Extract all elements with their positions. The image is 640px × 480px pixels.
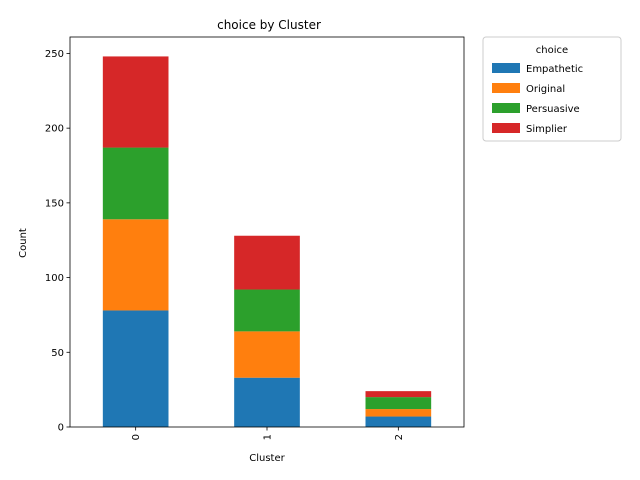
legend-label-simplier: Simplier	[526, 124, 568, 135]
legend-swatch-empathetic	[492, 63, 520, 73]
bar-empathetic-cluster-1	[234, 377, 300, 427]
y-tick-label: 100	[45, 273, 64, 284]
legend-title: choice	[536, 45, 568, 56]
bar-simplier-cluster-0	[102, 56, 169, 148]
y-tick-label: 0	[58, 423, 64, 434]
x-axis: 0 1 2	[131, 427, 405, 440]
y-tick-label: 200	[45, 124, 64, 135]
bar-persuasive-cluster-2	[365, 397, 432, 410]
legend-swatch-persuasive	[492, 103, 520, 113]
bar-empathetic-cluster-0	[102, 310, 169, 427]
x-tick-label: 0	[131, 434, 142, 440]
x-axis-title: Cluster	[249, 453, 285, 464]
bar-original-cluster-0	[102, 219, 169, 311]
x-tick-label: 1	[263, 434, 274, 440]
bar-simplier-cluster-2	[365, 391, 432, 398]
bar-simplier-cluster-1	[234, 235, 300, 290]
bar-empathetic-cluster-2	[365, 416, 432, 427]
bar-persuasive-cluster-1	[234, 289, 300, 332]
bar-original-cluster-2	[365, 409, 432, 417]
legend: choice Empathetic Original Persuasive Simpli…	[482, 36, 622, 142]
y-tick-label: 150	[45, 198, 64, 209]
y-axis: 0 50 100 150 200 250	[45, 49, 70, 434]
bars-group	[102, 56, 432, 427]
bar-original-cluster-1	[234, 331, 300, 378]
legend-label-empathetic: Empathetic	[526, 64, 583, 75]
chart-title: choice by Cluster	[217, 18, 321, 32]
legend-label-persuasive: Persuasive	[526, 104, 580, 115]
legend-swatch-original	[492, 83, 520, 93]
legend-swatch-simplier	[492, 123, 520, 133]
y-tick-label: 250	[45, 49, 64, 60]
legend-label-original: Original	[526, 84, 565, 95]
bar-persuasive-cluster-0	[102, 147, 169, 220]
y-axis-title: Count	[18, 228, 29, 258]
plot-frame	[69, 36, 465, 428]
x-tick-label: 2	[394, 434, 405, 440]
y-tick-label: 50	[51, 348, 64, 359]
